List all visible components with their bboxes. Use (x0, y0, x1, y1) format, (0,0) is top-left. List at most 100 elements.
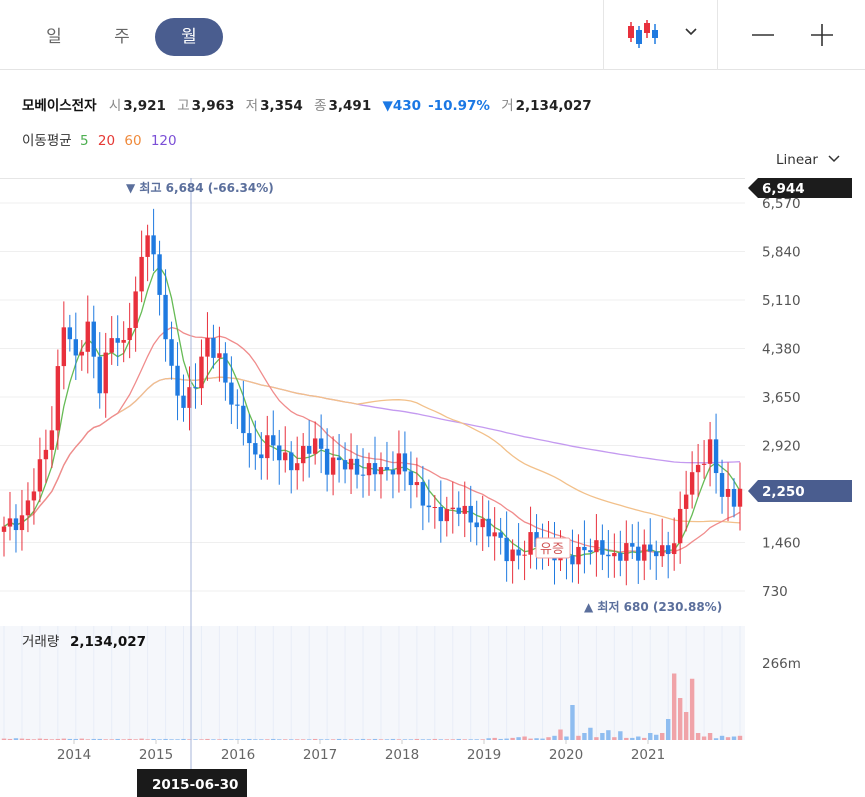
candle-body (115, 338, 120, 343)
volume-bar (49, 739, 55, 740)
volume-bar (145, 739, 150, 740)
volume-bar (378, 739, 384, 740)
volume-bar (163, 738, 168, 740)
volume-bar (390, 738, 396, 740)
candle-body (683, 494, 689, 509)
volume-bar (677, 698, 683, 740)
event-marker-text: 유증 (540, 542, 564, 557)
candle-body (330, 457, 336, 475)
candle-body (516, 549, 521, 556)
volume-bar (306, 739, 312, 740)
period-weekly-tab[interactable]: 주 (114, 27, 130, 47)
candle-body (283, 452, 288, 461)
candle-body (127, 327, 132, 340)
candle-body (594, 540, 599, 553)
change-value: ▼430 (382, 98, 422, 114)
candle-body (725, 488, 731, 497)
candle-body (49, 430, 55, 450)
candle-body (271, 435, 276, 446)
period-daily-tab[interactable]: 일 (46, 27, 62, 47)
volume-bar (504, 738, 509, 740)
volume-bar (127, 738, 132, 740)
volume-bar (312, 738, 318, 740)
candle-body (414, 482, 420, 486)
price-summary: 모베이스전자 시 3,921 고 3,963 저 3,354 종 3,491 ▼430-… (22, 94, 599, 114)
period-monthly-tab[interactable]: 월 (155, 18, 223, 56)
volume-bar (552, 735, 557, 740)
volume-bar (396, 739, 402, 740)
candle-body (671, 543, 677, 555)
candle-body (217, 353, 222, 358)
candle-body (277, 445, 282, 461)
volume-bar (707, 733, 713, 740)
candle-body (157, 254, 162, 295)
volume-bar (372, 738, 378, 740)
volume-bar (300, 739, 306, 740)
volume-bar (671, 673, 677, 740)
candle-body (85, 321, 90, 352)
scale-dropdown[interactable]: Linear (776, 148, 840, 168)
high-value: 3,963 (191, 98, 235, 114)
candle-body (55, 366, 61, 431)
volume-bar (612, 737, 617, 740)
volume-value: 2,134,027 (515, 98, 592, 114)
volume-bar (737, 735, 743, 740)
candle-body (13, 518, 19, 531)
zoom-in-button[interactable] (803, 16, 841, 54)
volume-bar (588, 727, 593, 740)
moving-average-legend: 이동평균 5 20 60 120 (22, 129, 182, 149)
candle-body (606, 554, 611, 557)
candle-body (660, 545, 665, 557)
candle-body (624, 543, 629, 561)
candle-body (731, 488, 737, 507)
volume-bar (85, 739, 90, 740)
volume-bar (79, 738, 84, 740)
candle-body (235, 404, 240, 406)
change-percent: -10.97% (428, 98, 490, 114)
volume-bar (115, 738, 120, 740)
candle-body (31, 491, 37, 501)
volume-bar (283, 739, 288, 740)
candle-body (426, 505, 432, 508)
candle-body (223, 353, 228, 383)
candle-body (492, 532, 497, 537)
event-marker-box[interactable] (535, 537, 571, 559)
candle-body (570, 555, 575, 565)
volume-bar (7, 738, 13, 740)
candle-body (707, 439, 713, 464)
volume-bar (169, 739, 174, 740)
candle-body (324, 448, 330, 475)
chart-toolbar: 일 주 월 (0, 0, 865, 70)
volume-bar (594, 737, 599, 740)
volume-bar (420, 739, 426, 740)
y-tick-label: 2,920 (762, 439, 801, 455)
candle-body (145, 235, 150, 257)
candle-body (701, 463, 707, 465)
volume-bar (426, 739, 432, 740)
candle-body (719, 473, 725, 497)
crosshair-date: 2015-06-30 (152, 777, 238, 793)
candle-body (588, 550, 593, 553)
candle-body (600, 540, 605, 555)
close-value: 3,491 (328, 98, 372, 114)
volume-bar (318, 739, 324, 740)
zoom-out-button[interactable] (744, 16, 782, 54)
candle-body (486, 518, 491, 537)
current-price-tag-text: 2,250 (762, 484, 805, 500)
toolbar-divider (603, 0, 604, 70)
candle-body (450, 507, 455, 510)
candle-body (139, 256, 144, 292)
candle-body (265, 435, 270, 459)
volume-bar (199, 739, 204, 740)
open-value: 3,921 (123, 98, 166, 114)
ma20-legend: 20 (97, 133, 116, 149)
candle-body (312, 438, 318, 454)
candle-body (695, 464, 701, 473)
candle-body (67, 327, 73, 340)
chart-type-button[interactable] (622, 16, 712, 54)
volume-bar (689, 678, 695, 740)
volume-bar (642, 737, 647, 740)
candle-body (582, 546, 587, 551)
volume-bar (253, 739, 258, 740)
